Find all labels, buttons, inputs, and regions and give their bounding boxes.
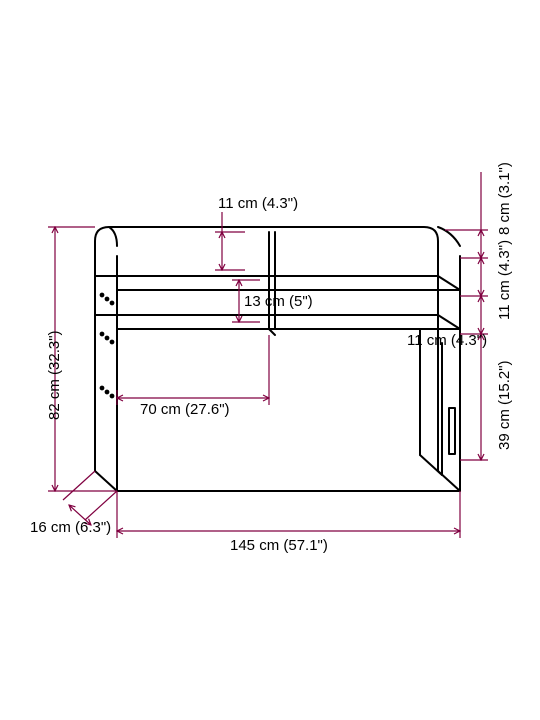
label-shelf2-to-bar: 11 cm (4.3") bbox=[407, 333, 487, 348]
diagram-canvas: 82 cm (32.3") 16 cm (6.3") 145 cm (57.1"… bbox=[0, 0, 540, 720]
label-shelf-inner-width: 70 cm (27.6") bbox=[140, 402, 230, 417]
diagram-svg bbox=[0, 0, 540, 720]
label-top-to-shelf: 8 cm (3.1") bbox=[497, 162, 512, 235]
label-gap-mid-top: 11 cm (4.3") bbox=[218, 196, 298, 211]
label-side-panel-h: 39 cm (15.2") bbox=[497, 360, 512, 450]
label-depth: 16 cm (6.3") bbox=[30, 520, 111, 535]
label-height-total: 82 cm (32.3") bbox=[47, 330, 62, 420]
label-shelf-gap-r: 11 cm (4.3") bbox=[497, 240, 512, 320]
furniture-outline bbox=[95, 227, 460, 491]
label-width-total: 145 cm (57.1") bbox=[230, 538, 328, 553]
label-gap-mid-mid: 13 cm (5") bbox=[244, 294, 313, 309]
